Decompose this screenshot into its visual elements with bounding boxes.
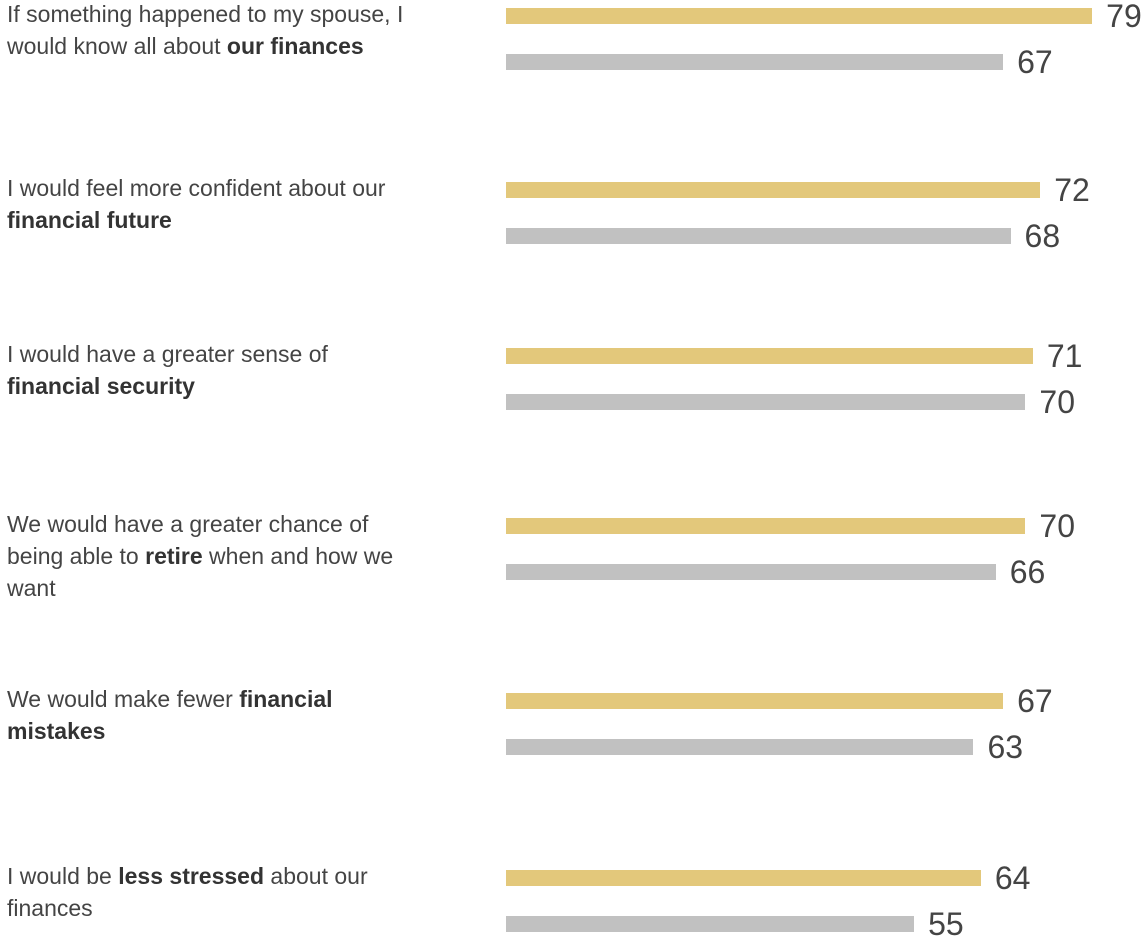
category-label: We would have a greater chance of being …: [7, 511, 394, 601]
bar: [506, 8, 1093, 24]
bar-value-label: 67: [1017, 44, 1053, 80]
category-label: If something happened to my spouse, I wo…: [7, 1, 404, 59]
bar-value-label: 72: [1054, 172, 1090, 208]
bar: [506, 916, 915, 932]
bar: [506, 54, 1004, 70]
category-label: I would be less stressed about our finan…: [7, 863, 368, 921]
bar-value-label: 70: [1039, 384, 1075, 420]
bar-value-label: 71: [1046, 338, 1083, 374]
bar: [506, 564, 996, 580]
bar: [506, 182, 1041, 198]
category-label: I would have a greater sense of financia…: [7, 341, 328, 399]
bar: [506, 348, 1033, 364]
bar-value-label: 79: [1106, 0, 1142, 34]
bar: [506, 518, 1026, 534]
bar-value-label: 70: [1039, 508, 1075, 544]
bar: [506, 739, 974, 755]
bar: [506, 870, 981, 886]
bar: [506, 394, 1026, 410]
bar-value-label: 67: [1017, 683, 1053, 719]
bar-value-label: 63: [987, 729, 1024, 765]
bar-value-label: 55: [928, 906, 964, 942]
bar-value-label: 64: [994, 860, 1031, 896]
category-label: I would feel more confident about our fi…: [7, 175, 386, 233]
category-label: We would make fewer financial mistakes: [7, 686, 333, 744]
bar: [506, 693, 1004, 709]
bar: [506, 228, 1011, 244]
bar-value-label: 66: [1009, 554, 1046, 590]
bar-value-label: 68: [1024, 218, 1061, 254]
